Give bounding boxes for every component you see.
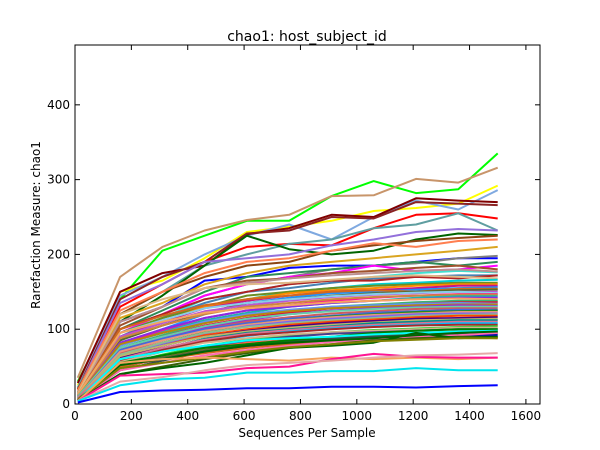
series-line-52 bbox=[77, 317, 498, 399]
series-line-41 bbox=[77, 303, 498, 398]
series-line-71 bbox=[77, 337, 498, 402]
x-axis-label: Sequences Per Sample bbox=[238, 426, 375, 440]
series-line-12 bbox=[76, 238, 498, 391]
y-axis-label: Rarefaction Measure: chao1 bbox=[29, 141, 43, 309]
series-line-64 bbox=[77, 328, 498, 401]
series-line-2 bbox=[76, 166, 499, 379]
series-line-11 bbox=[76, 234, 498, 390]
series-line-1 bbox=[76, 152, 499, 383]
series-line-65 bbox=[77, 329, 498, 402]
series-line-5 bbox=[76, 197, 498, 384]
series-line-23 bbox=[76, 274, 498, 394]
y-tick-label: 200 bbox=[47, 247, 70, 261]
x-tick-label: 1400 bbox=[454, 409, 485, 423]
series-line-43 bbox=[77, 305, 498, 398]
series-line-76 bbox=[77, 384, 498, 404]
plot-frame bbox=[74, 44, 541, 405]
series-line-10 bbox=[76, 228, 498, 391]
y-tick-label: 0 bbox=[62, 397, 70, 411]
x-tick-label: 200 bbox=[120, 409, 143, 423]
series-line-54 bbox=[77, 320, 498, 399]
series-group bbox=[76, 152, 499, 404]
series-line-16 bbox=[76, 260, 498, 394]
x-tick-label: 1200 bbox=[398, 409, 429, 423]
x-tick-label: 400 bbox=[176, 409, 199, 423]
series-line-49 bbox=[77, 313, 498, 399]
y-tick-label: 300 bbox=[47, 173, 70, 187]
x-tick-label: 0 bbox=[71, 409, 79, 423]
series-line-75 bbox=[77, 367, 498, 402]
y-tick-label: 100 bbox=[47, 322, 70, 336]
x-tick-label: 600 bbox=[233, 409, 256, 423]
series-line-47 bbox=[77, 311, 498, 399]
series-line-34 bbox=[76, 293, 498, 398]
chart-title: chao1: host_subject_id bbox=[227, 29, 387, 45]
y-tick-label: 400 bbox=[47, 98, 70, 112]
series-line-20 bbox=[76, 268, 498, 395]
x-tick-label: 1000 bbox=[342, 409, 373, 423]
series-line-14 bbox=[76, 245, 498, 394]
series-line-73 bbox=[77, 352, 498, 402]
series-line-25 bbox=[76, 281, 498, 396]
x-tick-label: 800 bbox=[289, 409, 312, 423]
x-tick-label: 1600 bbox=[511, 409, 542, 423]
series-line-37 bbox=[76, 297, 498, 396]
series-line-74 bbox=[77, 352, 498, 402]
series-line-6 bbox=[76, 201, 498, 390]
